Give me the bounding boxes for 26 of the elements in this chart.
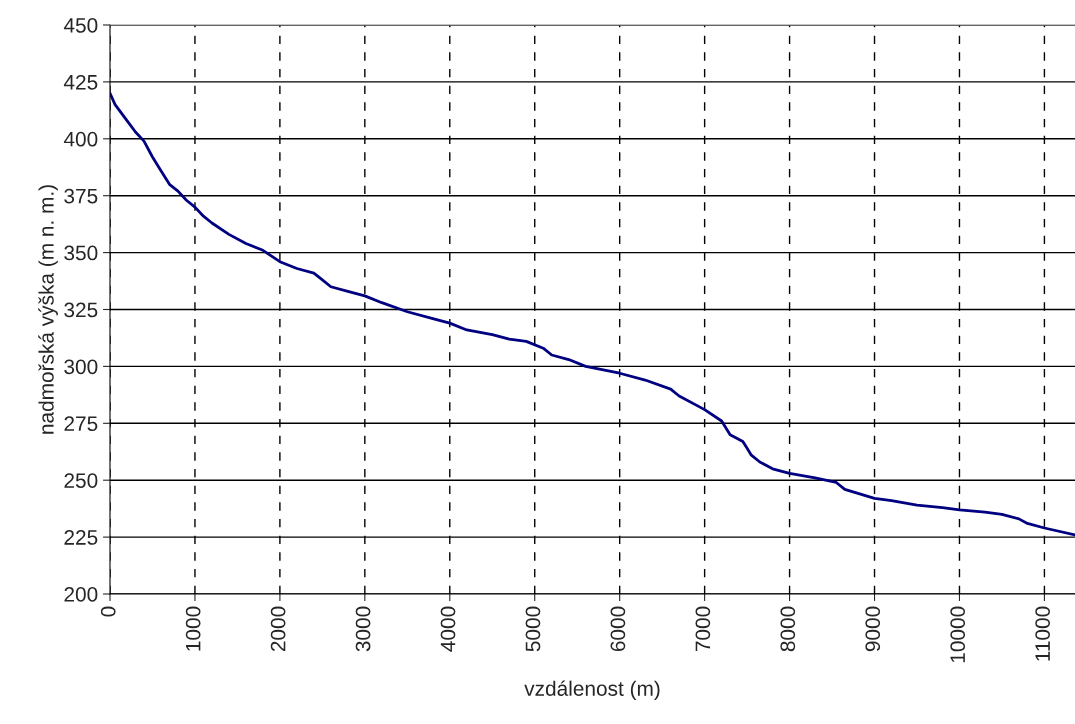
y-tick-label: 450 (63, 18, 98, 33)
x-tick-label: 8000 (780, 606, 796, 652)
y-tick-label: 325 (64, 302, 98, 318)
x-tick-label: 4000 (440, 606, 456, 652)
x-tick-label: 5000 (525, 606, 541, 652)
line-series (110, 91, 1075, 537)
y-tick-label: 400 (63, 131, 98, 147)
x-tick-label: 10000 (950, 606, 966, 663)
y-tick-label: 425 (63, 74, 98, 90)
x-tick-label: 6000 (610, 606, 626, 652)
x-tick-label: 2000 (270, 606, 286, 652)
y-tick-label: 275 (64, 416, 98, 432)
y-tick-label: 200 (64, 587, 98, 602)
x-tick-label: 7000 (695, 606, 711, 652)
x-tick-label: 9000 (865, 606, 881, 652)
y-tick-label: 300 (64, 359, 98, 375)
x-tick-label: 0 (100, 606, 116, 617)
y-tick-label: 250 (64, 473, 98, 488)
y-tick-label: 225 (64, 530, 98, 545)
y-tick-label: 375 (64, 188, 98, 204)
x-tick-label: 11000 (1035, 606, 1051, 661)
x-tick-label: 3000 (355, 606, 371, 652)
y-tick-label: 350 (64, 245, 98, 261)
x-tick-label: 1000 (185, 606, 201, 651)
x-axis-title: vzdálenost (m) (524, 680, 660, 701)
y-axis-title: nadmořská výška (m n. m.) (38, 185, 58, 434)
